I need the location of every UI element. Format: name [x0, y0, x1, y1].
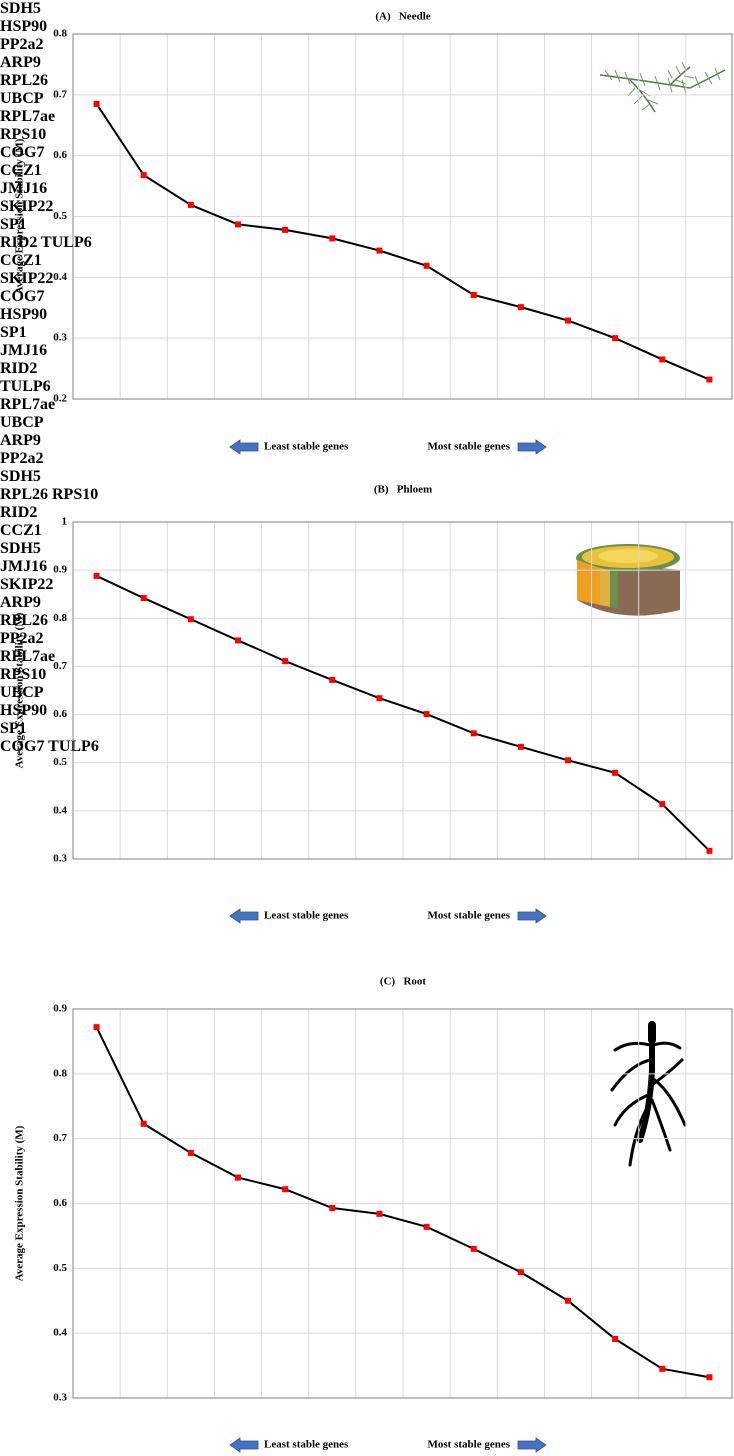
left-arrow — [230, 440, 258, 454]
annotation: Least stable genes — [264, 910, 349, 922]
y-tick-label: 0.4 — [53, 804, 67, 816]
y-tick-label: 0.5 — [53, 210, 67, 222]
y-tick-label: 0.6 — [53, 1197, 67, 1209]
chart: (A) Needle Average Expression Stability (… — [0, 0, 734, 1456]
data-point — [94, 1024, 100, 1030]
right-arrow — [518, 1438, 546, 1452]
data-point — [518, 1269, 524, 1275]
data-point — [188, 202, 194, 208]
y-axis-label: Average Expression Stability (M) — [14, 1125, 26, 1281]
data-point — [471, 730, 477, 736]
annotation: Most stable genes — [428, 441, 511, 453]
y-axis-label: Average Expression Stability (M) — [14, 138, 26, 294]
y-tick-label: 0.8 — [53, 1067, 67, 1079]
data-point — [282, 227, 288, 233]
right-arrow — [518, 440, 546, 454]
y-tick-label: 0.3 — [53, 332, 67, 344]
y-tick-label: 0.7 — [53, 1132, 67, 1144]
data-point — [235, 221, 241, 227]
y-tick-label: 1 — [62, 516, 68, 528]
chart-title: (C) Root — [380, 976, 426, 988]
y-tick-label: 0.3 — [53, 853, 67, 865]
left-arrow — [230, 909, 258, 923]
data-point — [706, 1374, 712, 1380]
data-point — [282, 1186, 288, 1192]
y-tick-label: 0.6 — [53, 708, 67, 720]
data-point — [612, 770, 618, 776]
data-point — [329, 235, 335, 241]
data-point — [565, 1298, 571, 1304]
y-tick-label: 0.9 — [53, 564, 67, 576]
data-point — [612, 335, 618, 341]
data-point — [424, 1224, 430, 1230]
data-point — [94, 573, 100, 579]
data-point — [188, 1150, 194, 1156]
y-tick-label: 0.5 — [53, 1262, 67, 1274]
data-point — [659, 1366, 665, 1372]
chart-title: (A) Needle — [375, 11, 430, 23]
data-point — [235, 1175, 241, 1181]
y-tick-label: 0.8 — [53, 28, 67, 40]
data-point — [376, 248, 382, 254]
y-tick-label: 0.7 — [53, 88, 67, 100]
chart-title: (B) Phloem — [374, 484, 432, 496]
y-axis-label: Average Expression Stability (M) — [14, 612, 26, 768]
page: (A) Needle Average Expression Stability (… — [0, 0, 734, 1456]
data-point — [659, 801, 665, 807]
root-icon — [612, 1025, 685, 1165]
data-point — [706, 377, 712, 383]
data-point — [329, 677, 335, 683]
y-tick-label: 0.3 — [53, 1392, 67, 1404]
data-point — [471, 292, 477, 298]
y-tick-label: 0.4 — [53, 271, 67, 283]
y-tick-label: 0.2 — [53, 393, 67, 405]
data-point — [471, 1246, 477, 1252]
y-tick-label: 0.8 — [53, 612, 67, 624]
y-tick-label: 0.5 — [53, 756, 67, 768]
data-point — [612, 1336, 618, 1342]
data-point — [565, 318, 571, 324]
y-tick-label: 0.9 — [53, 1003, 67, 1015]
y-tick-label: 0.4 — [53, 1327, 67, 1339]
right-arrow — [518, 909, 546, 923]
data-point — [141, 1121, 147, 1127]
data-point — [376, 695, 382, 701]
data-point — [235, 637, 241, 643]
needle-icon — [600, 62, 725, 112]
data-point — [376, 1211, 382, 1217]
data-point — [565, 757, 571, 763]
annotation: Most stable genes — [428, 910, 511, 922]
data-point — [94, 101, 100, 107]
data-point — [282, 658, 288, 664]
y-tick-label: 0.7 — [53, 660, 67, 672]
data-point — [424, 711, 430, 717]
data-point — [518, 744, 524, 750]
data-point — [188, 616, 194, 622]
data-point — [706, 848, 712, 854]
data-point — [141, 172, 147, 178]
annotation: Least stable genes — [264, 441, 349, 453]
data-point — [329, 1205, 335, 1211]
y-tick-label: 0.6 — [53, 149, 67, 161]
annotation: Least stable genes — [264, 1439, 349, 1451]
left-arrow — [230, 1438, 258, 1452]
data-point — [141, 595, 147, 601]
data-point — [659, 356, 665, 362]
data-point — [424, 263, 430, 269]
data-point — [518, 304, 524, 310]
annotation: Most stable genes — [428, 1439, 511, 1451]
